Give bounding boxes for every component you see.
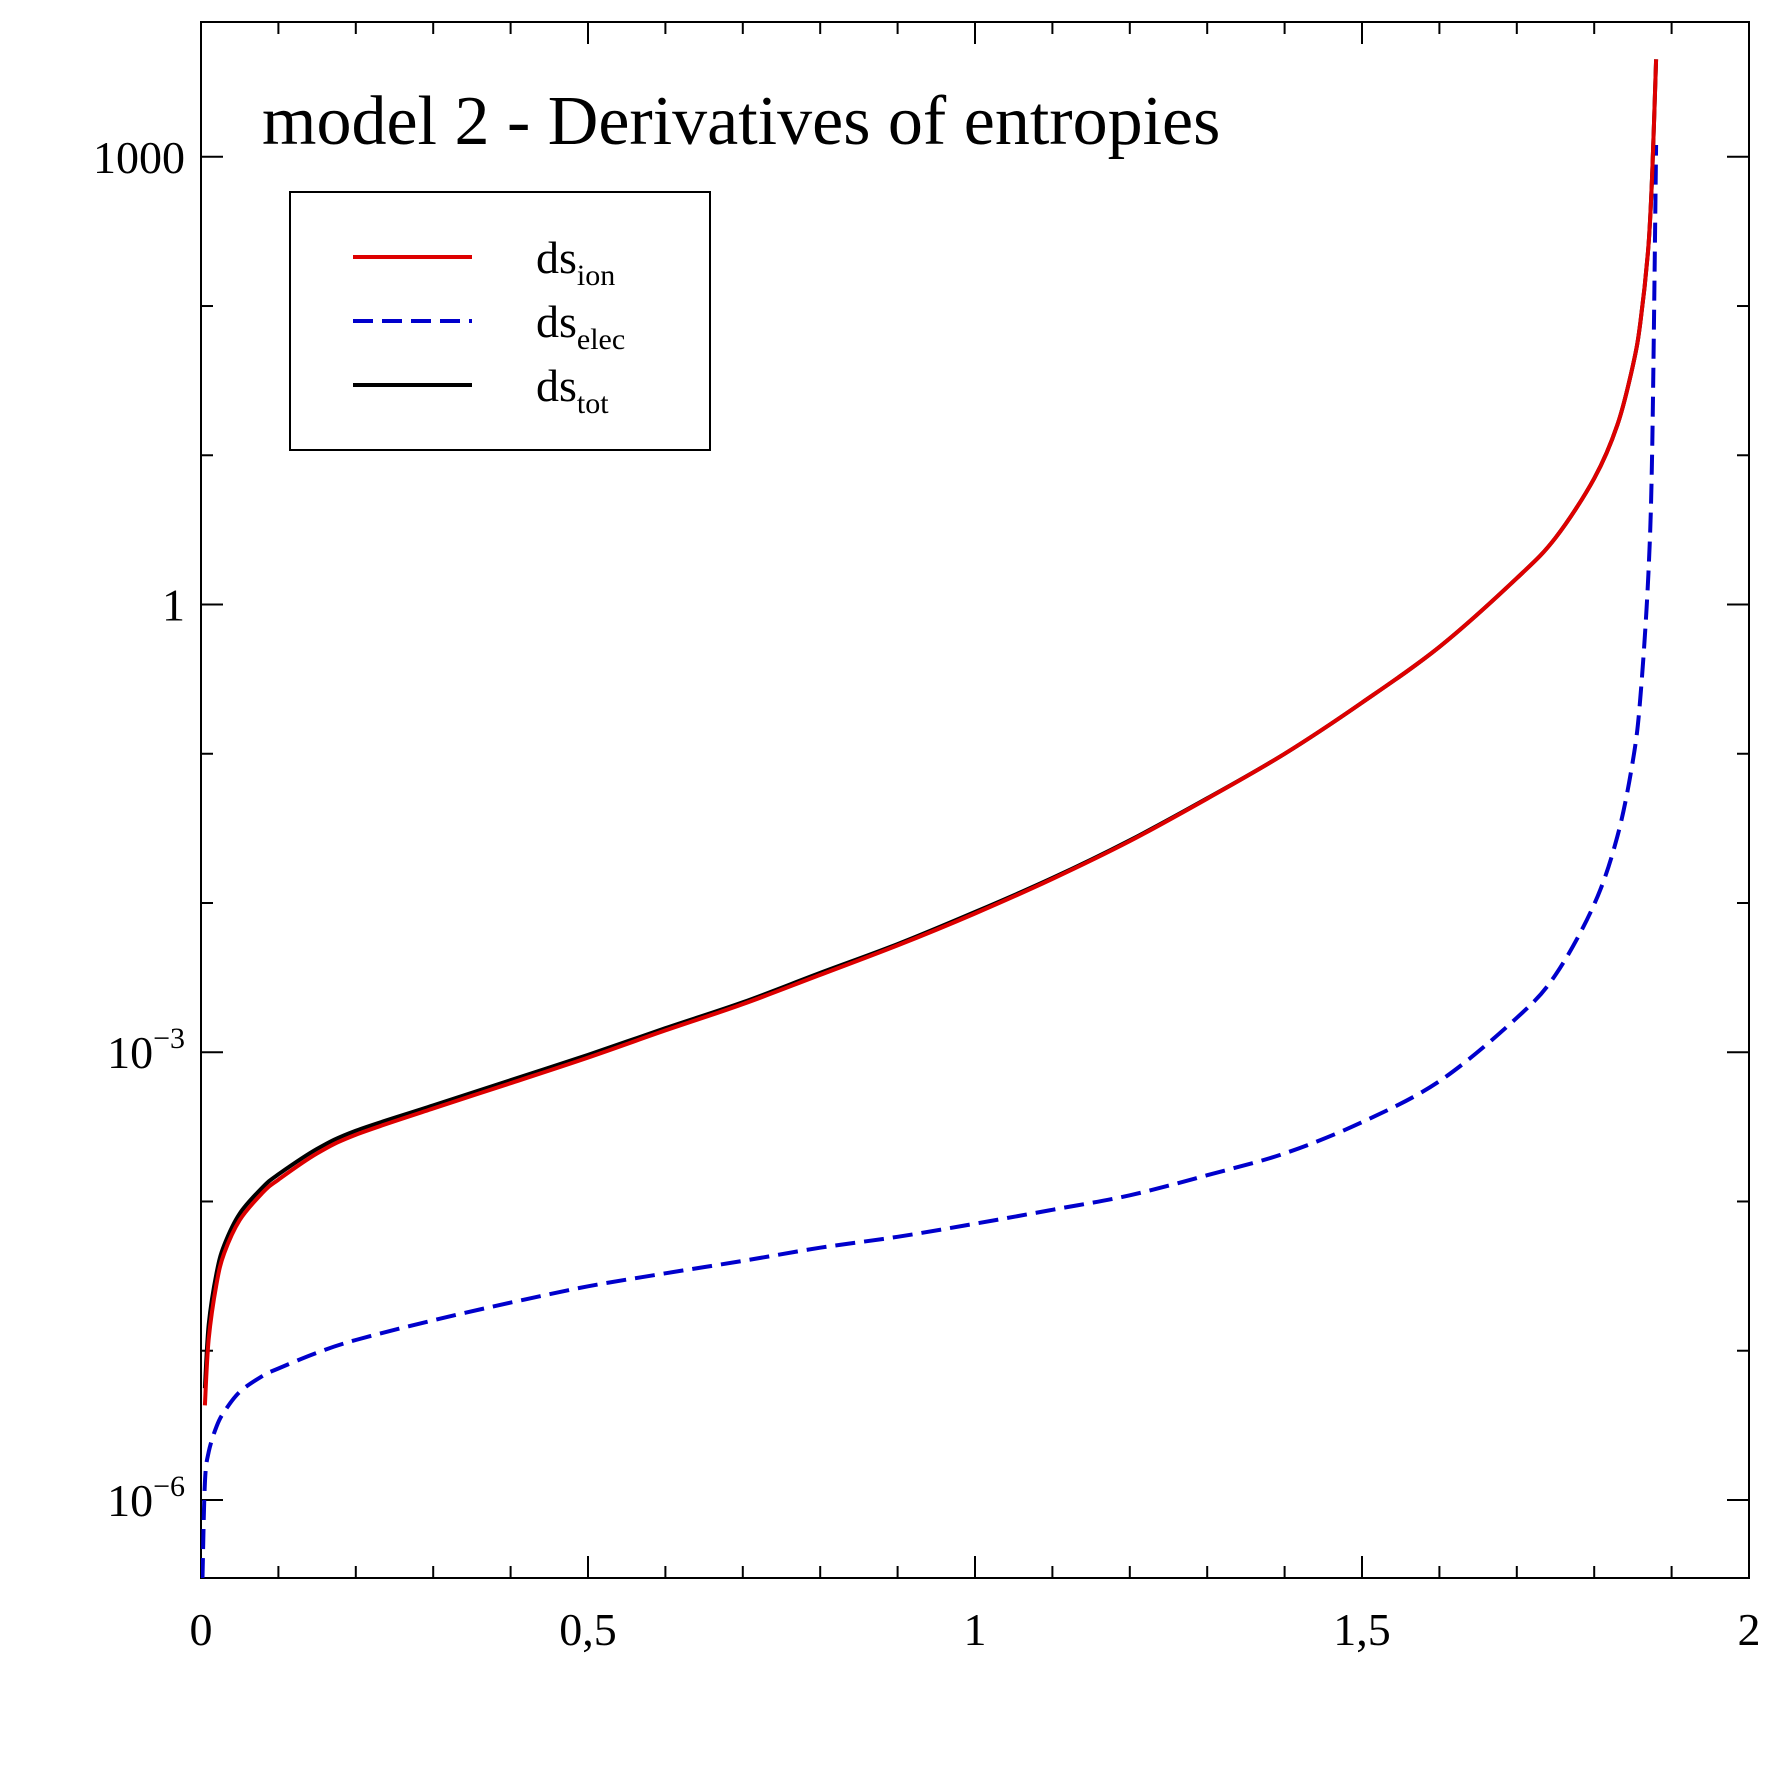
series-line-ion <box>202 59 1659 1406</box>
x-tick-label: 1,5 <box>1333 1604 1391 1655</box>
x-axis: 0 0,5 1 1,5 2 <box>190 22 1761 1655</box>
y-axis: 1000 1 10−3 10−6 <box>93 132 1749 1526</box>
y-tick-label: 10−6 <box>107 1470 185 1526</box>
x-tick-label: 0,5 <box>559 1604 617 1655</box>
series-line-elec <box>201 144 1659 1578</box>
legend-label-ion: dsion <box>536 232 615 292</box>
x-tick-label: 1 <box>964 1604 987 1655</box>
x-tick-label: 2 <box>1738 1604 1761 1655</box>
y-tick-label: 10−3 <box>107 1022 185 1078</box>
series-layer <box>201 59 1659 1578</box>
y-tick-label: 1 <box>162 580 185 631</box>
legend-label-elec: dselec <box>536 296 625 356</box>
legend-label-tot: dstot <box>536 360 609 420</box>
y-tick-label: 1000 <box>93 132 185 183</box>
chart-title: model 2 - Derivatives of entropies <box>262 83 1220 160</box>
x-tick-label: 0 <box>190 1604 213 1655</box>
